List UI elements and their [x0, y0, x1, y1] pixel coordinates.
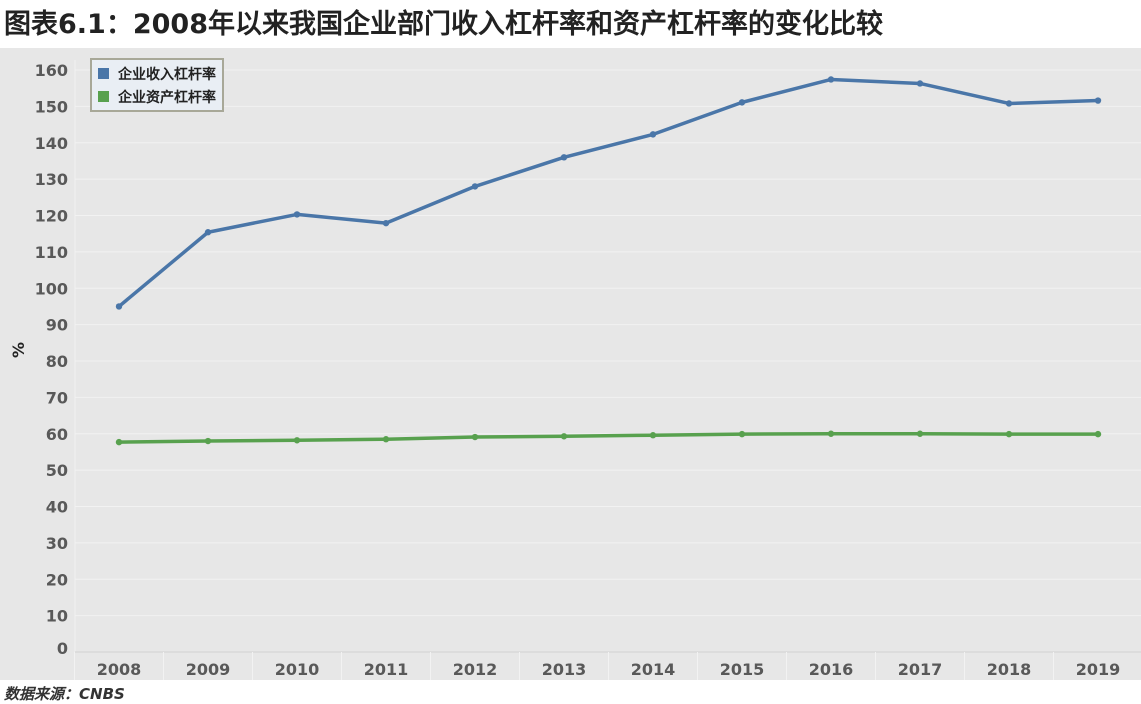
x-tick-label: 2016	[809, 660, 854, 679]
y-tick-label: 10	[46, 607, 68, 626]
y-tick-label: 80	[46, 352, 68, 371]
data-point	[115, 303, 123, 310]
data-point	[115, 438, 123, 446]
x-tick-label: 2015	[720, 660, 765, 679]
data-point	[204, 437, 212, 445]
y-tick-label: 110	[35, 243, 68, 262]
data-point	[382, 219, 390, 227]
data-point	[649, 131, 657, 138]
data-point	[1094, 97, 1102, 104]
chart-title: 图表6.1：2008年以来我国企业部门收入杠杆率和资产杠杆率的变化比较	[4, 9, 883, 40]
data-point	[916, 80, 924, 87]
data-point	[827, 430, 835, 437]
legend-item-income-leverage: 企业收入杠杆率	[98, 62, 216, 85]
data-point	[1094, 430, 1102, 438]
x-tick-label: 2019	[1076, 660, 1121, 679]
x-tick-label: 2010	[275, 660, 320, 679]
y-tick-label: 30	[46, 534, 68, 553]
y-tick-label: 90	[46, 316, 68, 335]
y-tick-label: 0	[57, 639, 68, 658]
data-point	[293, 437, 301, 444]
data-point	[1005, 430, 1013, 438]
data-point	[827, 76, 835, 83]
x-tick-label: 2009	[186, 660, 231, 679]
y-tick-label: 20	[46, 570, 68, 589]
data-point	[560, 154, 568, 161]
legend: 企业收入杠杆率 企业资产杠杆率	[90, 58, 224, 112]
y-tick-label: 140	[35, 134, 68, 153]
data-point	[649, 432, 657, 439]
x-tick-label: 2018	[987, 660, 1032, 679]
x-tick-label: 2011	[364, 660, 409, 679]
data-point	[204, 229, 212, 236]
data-point	[738, 99, 746, 106]
data-point	[916, 430, 924, 437]
y-tick-label: 50	[46, 461, 68, 480]
y-tick-label: 130	[35, 170, 68, 189]
y-tick-label: 40	[46, 498, 68, 517]
data-point	[471, 433, 479, 441]
y-tick-label: 70	[46, 388, 68, 407]
y-tick-label: 120	[35, 207, 68, 226]
source-note: 数据来源：CNBS	[4, 685, 125, 703]
legend-swatch	[98, 68, 109, 79]
series-line-1	[118, 432, 1098, 444]
data-point	[471, 183, 479, 190]
y-axis-label: %	[9, 342, 28, 358]
data-point	[293, 211, 301, 218]
data-point	[560, 433, 568, 440]
y-tick-label: 150	[35, 97, 68, 116]
x-tick-label: 2013	[542, 660, 587, 679]
x-tick-label: 2008	[97, 660, 142, 679]
data-point	[1005, 100, 1013, 107]
plot-background	[0, 48, 1141, 680]
data-point	[738, 430, 746, 438]
legend-label: 企业资产杠杆率	[118, 89, 216, 106]
series-line-0	[117, 77, 1099, 308]
legend-item-asset-leverage: 企业资产杠杆率	[98, 85, 216, 108]
y-tick-label: 100	[35, 279, 68, 298]
legend-swatch	[98, 91, 109, 102]
legend-label: 企业收入杠杆率	[118, 66, 216, 83]
x-tick-label: 2012	[453, 660, 498, 679]
x-tick-label: 2014	[631, 660, 676, 679]
y-tick-label: 60	[46, 425, 68, 444]
y-tick-label: 160	[35, 61, 68, 80]
x-tick-label: 2017	[898, 660, 943, 679]
data-point	[382, 436, 390, 443]
